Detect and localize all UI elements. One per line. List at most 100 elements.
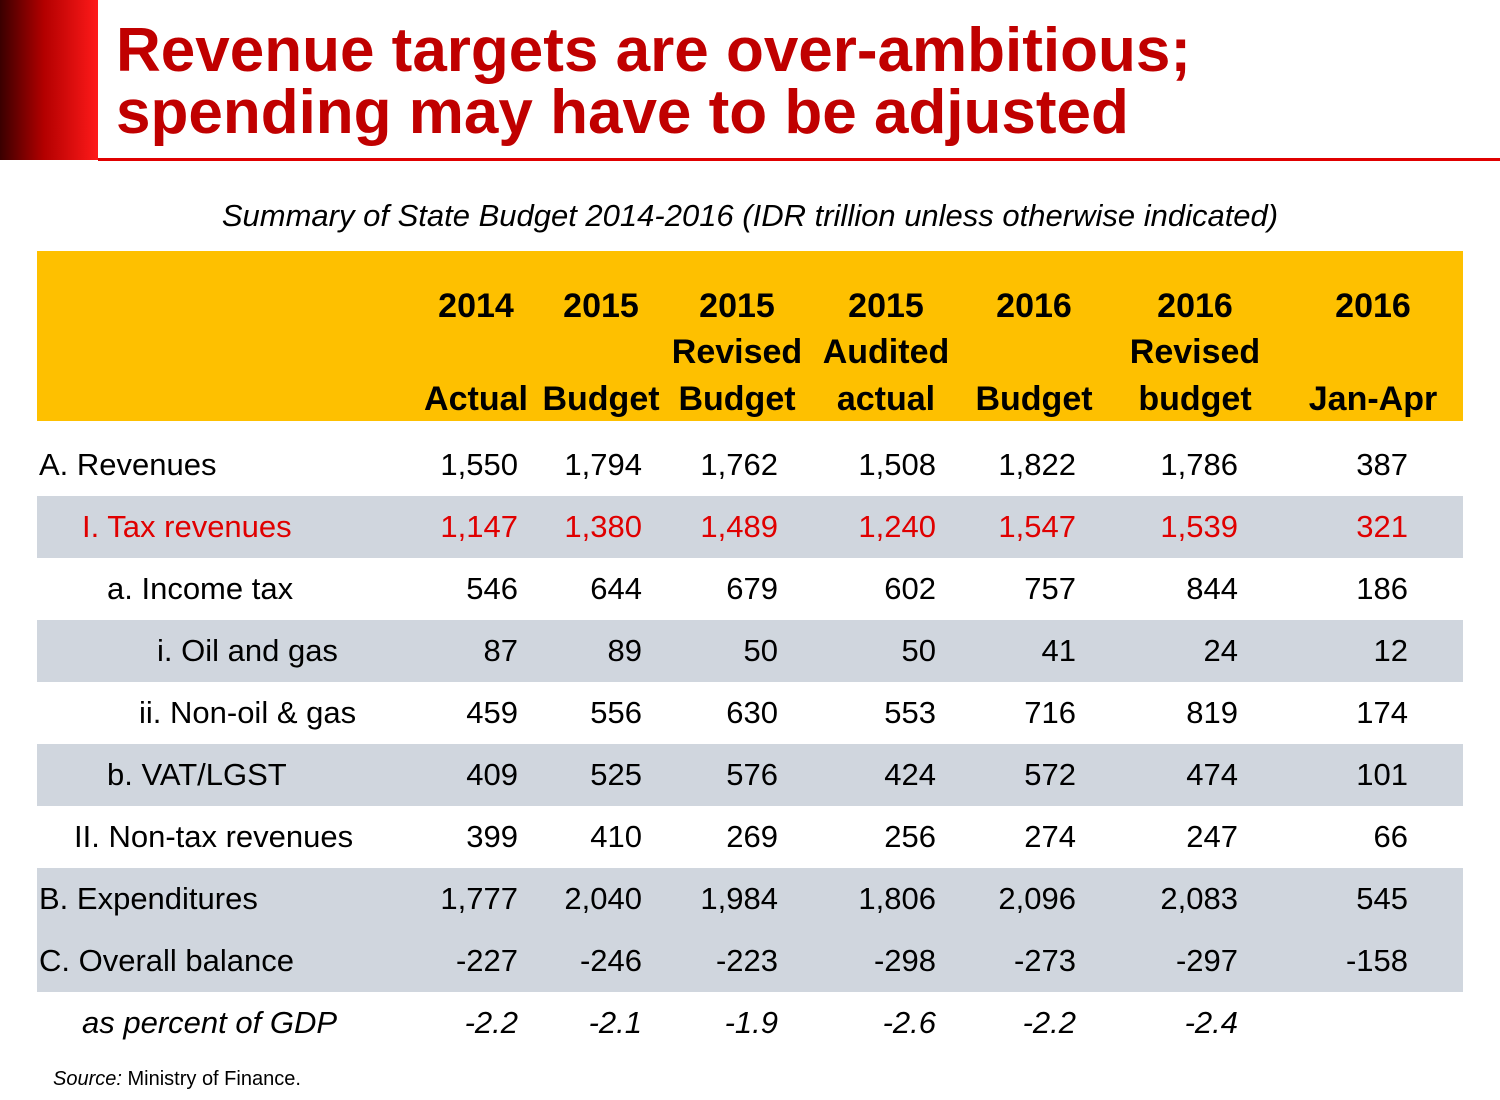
table-cell-value: -246 bbox=[579, 943, 642, 978]
column-header-line3: Budget bbox=[975, 380, 1093, 418]
table-cell-value: 87 bbox=[483, 633, 518, 668]
table-cell-value: 644 bbox=[590, 571, 642, 606]
table-cell-value: 41 bbox=[1041, 633, 1076, 668]
column-header: 2015 Budget bbox=[536, 283, 666, 423]
column-header-line3: Budget bbox=[542, 380, 660, 418]
table-cell-value: 89 bbox=[607, 633, 642, 668]
column-header: 2014 Actual bbox=[420, 283, 532, 423]
table-cell-value: 545 bbox=[1356, 881, 1408, 916]
table-cell-value: 819 bbox=[1186, 695, 1238, 730]
column-header: 2015 Revised Budget bbox=[667, 283, 807, 423]
row-label: as percent of GDP bbox=[82, 1005, 338, 1040]
table-cell-value: 2,040 bbox=[564, 881, 642, 916]
table-row: I. Tax revenues 1,147 1,380 1,489 1,240 1,547… bbox=[37, 496, 1463, 558]
table-cell-value: 1,489 bbox=[700, 509, 778, 544]
table-cell-value: -223 bbox=[715, 943, 778, 978]
table-cell-value: 679 bbox=[726, 571, 778, 606]
table-cell-value: 387 bbox=[1356, 447, 1408, 482]
table-row: a. Income tax 546 644 679 602 757 844 186 bbox=[37, 558, 1463, 620]
table-cell-value: 101 bbox=[1356, 757, 1408, 792]
table-cell-value: 174 bbox=[1356, 695, 1408, 730]
table-cell-value: 50 bbox=[743, 633, 778, 668]
table-cell-value: 1,550 bbox=[440, 447, 518, 482]
table-cell-value: 1,147 bbox=[440, 509, 518, 544]
column-header-line3: Jan-Apr bbox=[1308, 380, 1438, 418]
column-header-line1: 2016 bbox=[1157, 287, 1233, 325]
table-cell-value: 269 bbox=[726, 819, 778, 854]
table-row: b. VAT/LGST 409 525 576 424 572 474 101 bbox=[37, 744, 1463, 806]
table-cell-value: 1,786 bbox=[1160, 447, 1238, 482]
table-cell-value: 50 bbox=[901, 633, 936, 668]
title-line-1: Revenue targets are over-ambitious; bbox=[116, 16, 1192, 85]
table-cell-value: 399 bbox=[466, 819, 518, 854]
table-cell-value: 321 bbox=[1356, 509, 1408, 544]
source-label: Source: bbox=[53, 1068, 122, 1090]
table-cell-value: 556 bbox=[590, 695, 642, 730]
source-text: Ministry of Finance. bbox=[121, 1068, 301, 1090]
table-cell-value: 1,762 bbox=[700, 447, 778, 482]
column-header-line2 bbox=[1298, 329, 1448, 375]
table-row: B. Expenditures 1,777 2,040 1,984 1,806 2,096… bbox=[37, 868, 1463, 930]
table-cell-value: 1,508 bbox=[858, 447, 936, 482]
table-cell-value: 24 bbox=[1203, 633, 1238, 668]
table-cell-value: -158 bbox=[1345, 943, 1408, 978]
title-divider bbox=[98, 158, 1500, 161]
table-cell-value: 630 bbox=[726, 695, 778, 730]
row-label: ii. Non-oil & gas bbox=[139, 695, 357, 730]
table-cell-value: 2,083 bbox=[1160, 881, 1238, 916]
row-label: b. VAT/LGST bbox=[107, 757, 287, 792]
table-cell-value: 1,547 bbox=[998, 509, 1076, 544]
title-line-2: spending may have to be adjusted bbox=[116, 78, 1129, 147]
column-header-line1: 2016 bbox=[996, 287, 1072, 325]
table-cell-value: 2,096 bbox=[998, 881, 1076, 916]
column-header-line3: Budget bbox=[678, 380, 796, 418]
table-cell-value: 716 bbox=[1024, 695, 1076, 730]
column-header: 2016 Budget bbox=[969, 283, 1099, 423]
row-label: C. Overall balance bbox=[39, 943, 295, 978]
table-cell-value: 12 bbox=[1373, 633, 1408, 668]
table-cell-value: 424 bbox=[884, 757, 936, 792]
table-cell-value: 1,822 bbox=[998, 447, 1076, 482]
table-cell-value: 459 bbox=[466, 695, 518, 730]
table-cell-value: 1,240 bbox=[858, 509, 936, 544]
table-cell-value: 410 bbox=[590, 819, 642, 854]
column-header-line2: Audited bbox=[822, 333, 950, 371]
column-header: 2016 Revised budget bbox=[1120, 283, 1270, 423]
column-header-line2: Revised bbox=[1129, 333, 1261, 371]
table-subtitle: Summary of State Budget 2014-2016 (IDR t… bbox=[221, 198, 1279, 233]
table-cell-value: 576 bbox=[726, 757, 778, 792]
table-cell-value: 1,794 bbox=[564, 447, 642, 482]
table-header-band bbox=[37, 251, 1463, 421]
table-cell-value: -2.6 bbox=[882, 1005, 936, 1040]
table-cell-value: 572 bbox=[1024, 757, 1076, 792]
source-note: Source: Ministry of Finance. bbox=[53, 1068, 301, 1091]
table-row: II. Non-tax revenues 399 410 269 256 274 247 66 bbox=[37, 806, 1463, 868]
table-cell-value: 274 bbox=[1024, 819, 1076, 854]
table-cell-value: -2.2 bbox=[1022, 1005, 1076, 1040]
table-row: as percent of GDP -2.2 -2.1 -1.9 -2.6 -2.2 -2.… bbox=[37, 992, 1463, 1054]
table-row: ii. Non-oil & gas 459 556 630 553 716 819 174 bbox=[37, 682, 1463, 744]
table-cell-value: 844 bbox=[1186, 571, 1238, 606]
table-cell-value: -227 bbox=[455, 943, 518, 978]
table-cell-value: -2.4 bbox=[1184, 1005, 1238, 1040]
column-header-line2 bbox=[536, 329, 666, 375]
table-row: A. Revenues 1,550 1,794 1,762 1,508 1,822 1,78… bbox=[37, 434, 1463, 496]
table-cell-value: 66 bbox=[1373, 819, 1408, 854]
row-label: i. Oil and gas bbox=[157, 633, 338, 668]
column-header-line3: Actual bbox=[424, 380, 528, 418]
row-label: I. Tax revenues bbox=[82, 509, 292, 544]
table-cell-value: -298 bbox=[873, 943, 936, 978]
table-cell-value: -2.1 bbox=[588, 1005, 642, 1040]
table-row: i. Oil and gas 87 89 50 50 41 24 12 bbox=[37, 620, 1463, 682]
table-cell-value: -297 bbox=[1175, 943, 1238, 978]
table-cell-value: 1,539 bbox=[1160, 509, 1238, 544]
table-cell-value: -2.2 bbox=[464, 1005, 518, 1040]
column-header-line1: 2015 bbox=[699, 287, 775, 325]
table-cell-value: 1,806 bbox=[858, 881, 936, 916]
table-cell-value: 553 bbox=[884, 695, 936, 730]
table-cell-value: 1,380 bbox=[564, 509, 642, 544]
column-header-line1: 2014 bbox=[438, 287, 514, 325]
row-label: II. Non-tax revenues bbox=[74, 819, 354, 854]
row-label: B. Expenditures bbox=[39, 881, 258, 916]
table-cell-value: 186 bbox=[1356, 571, 1408, 606]
